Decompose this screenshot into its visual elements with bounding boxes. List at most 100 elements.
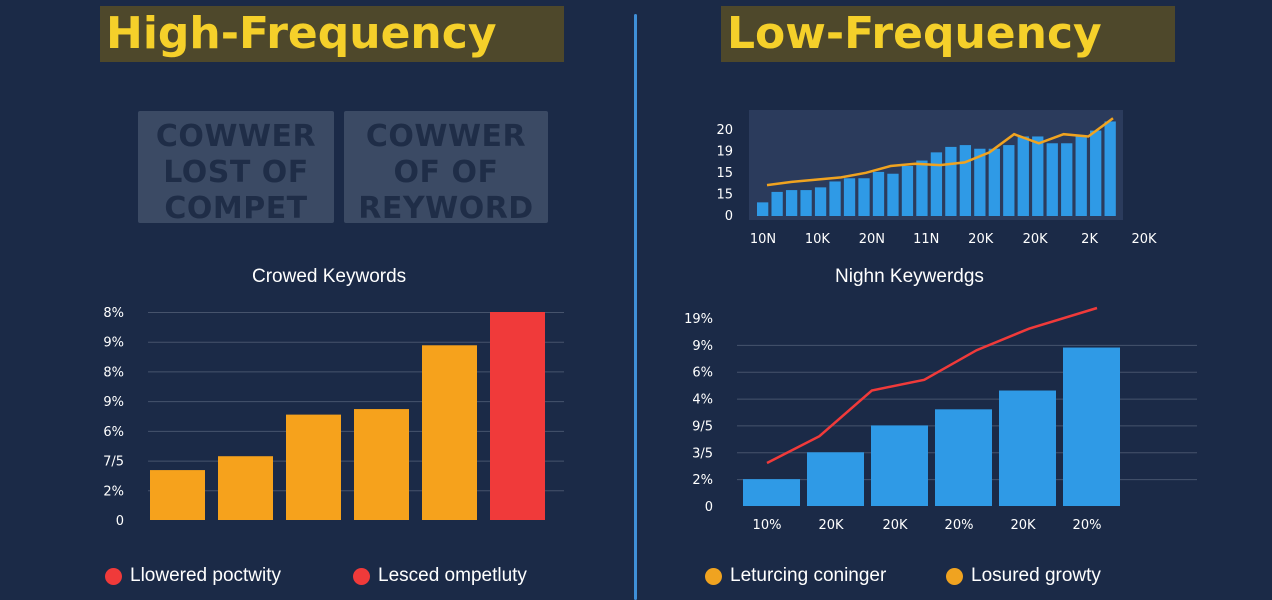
bar [286, 414, 341, 520]
bar [800, 190, 812, 216]
bar [807, 452, 864, 506]
x-tick-label: 2K [1081, 232, 1098, 247]
x-tick-label: 20N [859, 232, 885, 247]
legend-dot [353, 567, 370, 585]
bar [935, 409, 992, 506]
y-tick-label: 6% [692, 366, 713, 381]
bar [218, 456, 273, 520]
bar [1090, 130, 1102, 216]
bar [945, 146, 957, 216]
legend-label: Llowered poctwity [130, 565, 282, 586]
legend-dot [705, 567, 722, 585]
bar [422, 345, 477, 520]
box1-line-1: COWWER [155, 119, 317, 154]
x-tick-label: 10N [750, 232, 776, 247]
bar [887, 173, 899, 216]
box1-line-3: COMPET [164, 191, 308, 226]
box2-line-1: COWWER [365, 119, 527, 154]
y-tick-label: 19% [684, 312, 713, 327]
high-frequency-panel: High-Frequency COWWER LOST OF COMPET COW… [100, 6, 564, 588]
bar [916, 160, 928, 216]
bar [1061, 143, 1073, 216]
niche-keywords-chart-title: Nighn Keywerdgs [835, 266, 984, 287]
bar [1032, 136, 1044, 216]
box2-line-3: REYWORD [358, 191, 534, 226]
legend-label: Leturcing coninger [730, 565, 887, 586]
x-tick-label: 10K [805, 232, 831, 247]
box1-line-2: LOST OF [163, 155, 309, 190]
bar [843, 178, 856, 216]
x-tick-label: 20K [1023, 232, 1049, 247]
legend-label: Lesced ompetluty [378, 565, 527, 586]
bar [901, 166, 914, 216]
low-frequency-title: Low-Frequency [721, 6, 1175, 62]
high-frequency-title: High-Frequency [100, 6, 564, 62]
bar [490, 312, 545, 520]
y-tick-label: 9% [103, 336, 124, 351]
bar [785, 190, 798, 216]
bar [354, 409, 409, 520]
competition-text-box: COWWER LOST OF COMPET [138, 111, 334, 226]
x-tick-label: 20K [882, 518, 908, 533]
x-tick-label: 20K [1131, 232, 1157, 247]
box2-line-2: OF OF [393, 155, 499, 190]
crowded-keywords-chart: 8% 9% 8% 9% 6% 7/5 2% 0 [103, 306, 564, 529]
bar [814, 187, 827, 216]
keyword-text-box: COWWER OF OF REYWORD [344, 111, 548, 226]
bar [1017, 136, 1029, 216]
niche-keywords-chart: 19% 9% 6% 4% 9/5 3/5 2% 0 10% 20K 20K 20% 20K 20% [684, 306, 1197, 533]
y-tick-label: 6% [103, 425, 124, 440]
legend-item-lowered-productivity: Llowered poctwity [105, 564, 281, 588]
bar [930, 152, 943, 216]
y-tick-label: 15 [716, 166, 733, 181]
x-tick-label: 20K [818, 518, 844, 533]
bar [1003, 145, 1015, 216]
low-frequency-panel: Low-Frequency 20 19 15 15 0 10N 10K 20N 11N 20K 20… [637, 0, 1272, 600]
y-tick-label: 0 [725, 209, 733, 224]
bar [757, 202, 769, 216]
x-tick-label: 20% [945, 518, 974, 533]
x-tick-label: 20K [968, 232, 994, 247]
bar [1075, 136, 1087, 216]
bar [829, 181, 841, 216]
bar [743, 479, 800, 506]
legend-item-returning-customer: Leturcing coninger [705, 564, 886, 588]
x-tick-label: 20% [1073, 518, 1102, 533]
y-tick-label: 15 [716, 188, 733, 203]
trend-line [766, 117, 1114, 187]
bar [871, 425, 928, 506]
y-tick-label: 9% [103, 395, 124, 410]
bar [974, 148, 986, 216]
y-tick-label: 9/5 [692, 419, 713, 434]
panel-divider [634, 14, 637, 600]
trend-chart: 20 19 15 15 0 10N 10K 20N 11N 20K 20K 2K 20K [716, 110, 1157, 247]
bar [858, 178, 870, 216]
y-tick-label: 8% [103, 306, 124, 321]
x-tick-label: 10% [753, 518, 782, 533]
y-tick-label: 2% [103, 484, 124, 499]
bar [999, 390, 1056, 506]
bar [771, 191, 783, 216]
y-tick-label: 20 [716, 123, 733, 138]
crowded-keywords-chart-title: Crowed Keywords [252, 266, 407, 287]
legend-item-lessened-competition: Lesced ompetluty [353, 564, 527, 588]
x-tick-label: 20K [1010, 518, 1036, 533]
legend-dot [105, 567, 122, 585]
x-tick-label: 11N [913, 232, 939, 247]
bar [150, 470, 205, 520]
bar [1063, 347, 1120, 506]
bar [1046, 143, 1058, 216]
legend-item-assured-growth: Losured growty [946, 564, 1101, 588]
y-tick-label: 19 [716, 145, 733, 160]
y-tick-label: 0 [116, 514, 124, 529]
y-tick-label: 9% [692, 339, 713, 354]
trend-line [766, 306, 1098, 465]
legend-dot [946, 567, 963, 585]
y-tick-label: 4% [692, 393, 713, 408]
y-tick-label: 8% [103, 365, 124, 380]
bar [959, 145, 972, 216]
legend-label: Losured growty [971, 565, 1101, 586]
y-tick-label: 7/5 [103, 455, 124, 470]
y-tick-label: 3/5 [692, 446, 713, 461]
bar [872, 171, 885, 216]
